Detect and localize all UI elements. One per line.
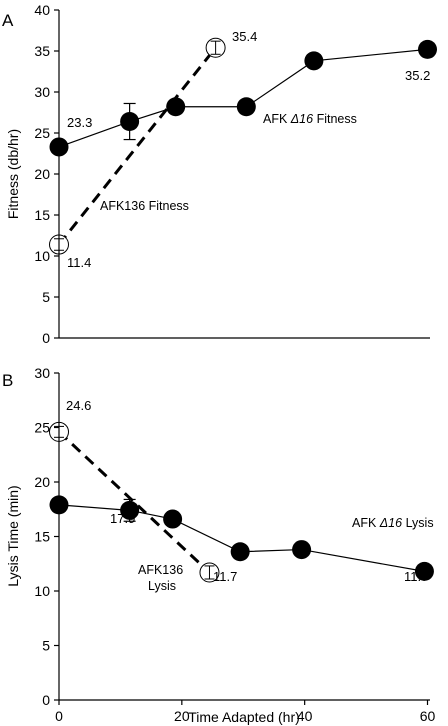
panel-a-y-tick-label-40: 40 [34,2,50,18]
panel-label-a: A [2,11,14,30]
panel-b-data-label-11-7a: 11.7 [213,569,237,584]
panel-b-y-tick-label-10: 10 [34,583,50,599]
panel-b-y-tick-label-5: 5 [42,638,50,654]
panel-b-x-tick-label-40: 40 [297,708,313,724]
panel-a-y-tick-label-0: 0 [42,330,50,346]
panel-a-chart: 0 5 10 15 20 25 30 35 40 Fitness (db/hr) 23.3 35… [5,2,437,346]
panel-b-y-axis-label: Lysis Time (min) [5,485,21,586]
panel-b-series-0-point-2 [163,509,183,529]
panel-b-y-tick-label-25: 25 [34,420,50,436]
panel-a-y-tick-label-5: 5 [42,289,50,305]
panel-a-series-1-line [57,46,217,246]
panel-b-data-label-17-9: 17.9 [110,511,135,526]
panel-a-series-0-point-4 [304,51,324,71]
panel-a-y-tick-label-10: 10 [34,248,50,264]
panel-a-y-tick-label-15: 15 [34,207,50,223]
panel-a-series-0-line [58,48,428,148]
panel-b-series-0-point-1 [120,500,140,520]
panel-a-series-0-point-1 [120,112,140,132]
panel-b-y-tick-label-30: 30 [34,365,50,381]
panel-b-x-tick-label-20: 20 [174,708,190,724]
panel-a-y-tick-label-35: 35 [34,43,50,59]
panel-b-series-0-line [58,504,425,572]
panel-a-data-label-35-4: 35.4 [232,29,257,44]
panel-b-chart: 0 5 10 15 20 25 30 0 20 40 60 Lysis Time (min) Tim… [5,365,435,725]
panel-a-series-label-afk-delta16: AFK Δ16 Fitness [263,112,357,126]
panel-a-data-label-11-4: 11.4 [67,255,91,270]
panel-b-series-0-point-4 [292,540,312,560]
panel-a-data-label-35-2: 35.2 [405,68,430,83]
panel-b-series-0-point-3 [230,542,250,562]
panel-a-series-label-afk136: AFK136 Fitness [100,199,189,213]
panel-b-series-label-afk-delta16: AFK Δ16 Lysis [352,516,434,530]
panel-b-series-label-afk136-line2: Lysis [148,579,176,593]
panel-b-x-tick-label-60: 60 [420,708,436,724]
panel-a-y-tick-label-30: 30 [34,84,50,100]
panel-a-series-0-point-2 [166,97,186,117]
panel-a-y-tick-label-20: 20 [34,166,50,182]
panel-b-y-tick-label-0: 0 [42,692,50,708]
panel-b-x-tick-label-0: 0 [55,708,63,724]
panel-a-series-0-point-3 [236,97,256,117]
panel-a-series-0-point-5 [418,39,437,59]
panel-b-data-label-11-7b: 11.7 [404,569,428,584]
panel-b-y-tick-label-15: 15 [34,529,50,545]
panel-b-series-label-afk136-line1: AFK136 [138,563,183,577]
panel-b-series-1-line [57,430,211,574]
panel-b-x-axis-label: Time Adapted (hr) [188,709,300,725]
panel-b-series-0-point-5 [414,561,434,581]
panel-label-b: B [2,371,13,390]
panel-b-data-label-24-6: 24.6 [66,398,91,413]
panel-a-data-label-23-3: 23.3 [67,115,92,130]
panel-a-y-tick-label-25: 25 [34,125,50,141]
panel-a-y-axis-label: Fitness (db/hr) [5,129,21,219]
panel-b-y-tick-label-20: 20 [34,474,50,490]
